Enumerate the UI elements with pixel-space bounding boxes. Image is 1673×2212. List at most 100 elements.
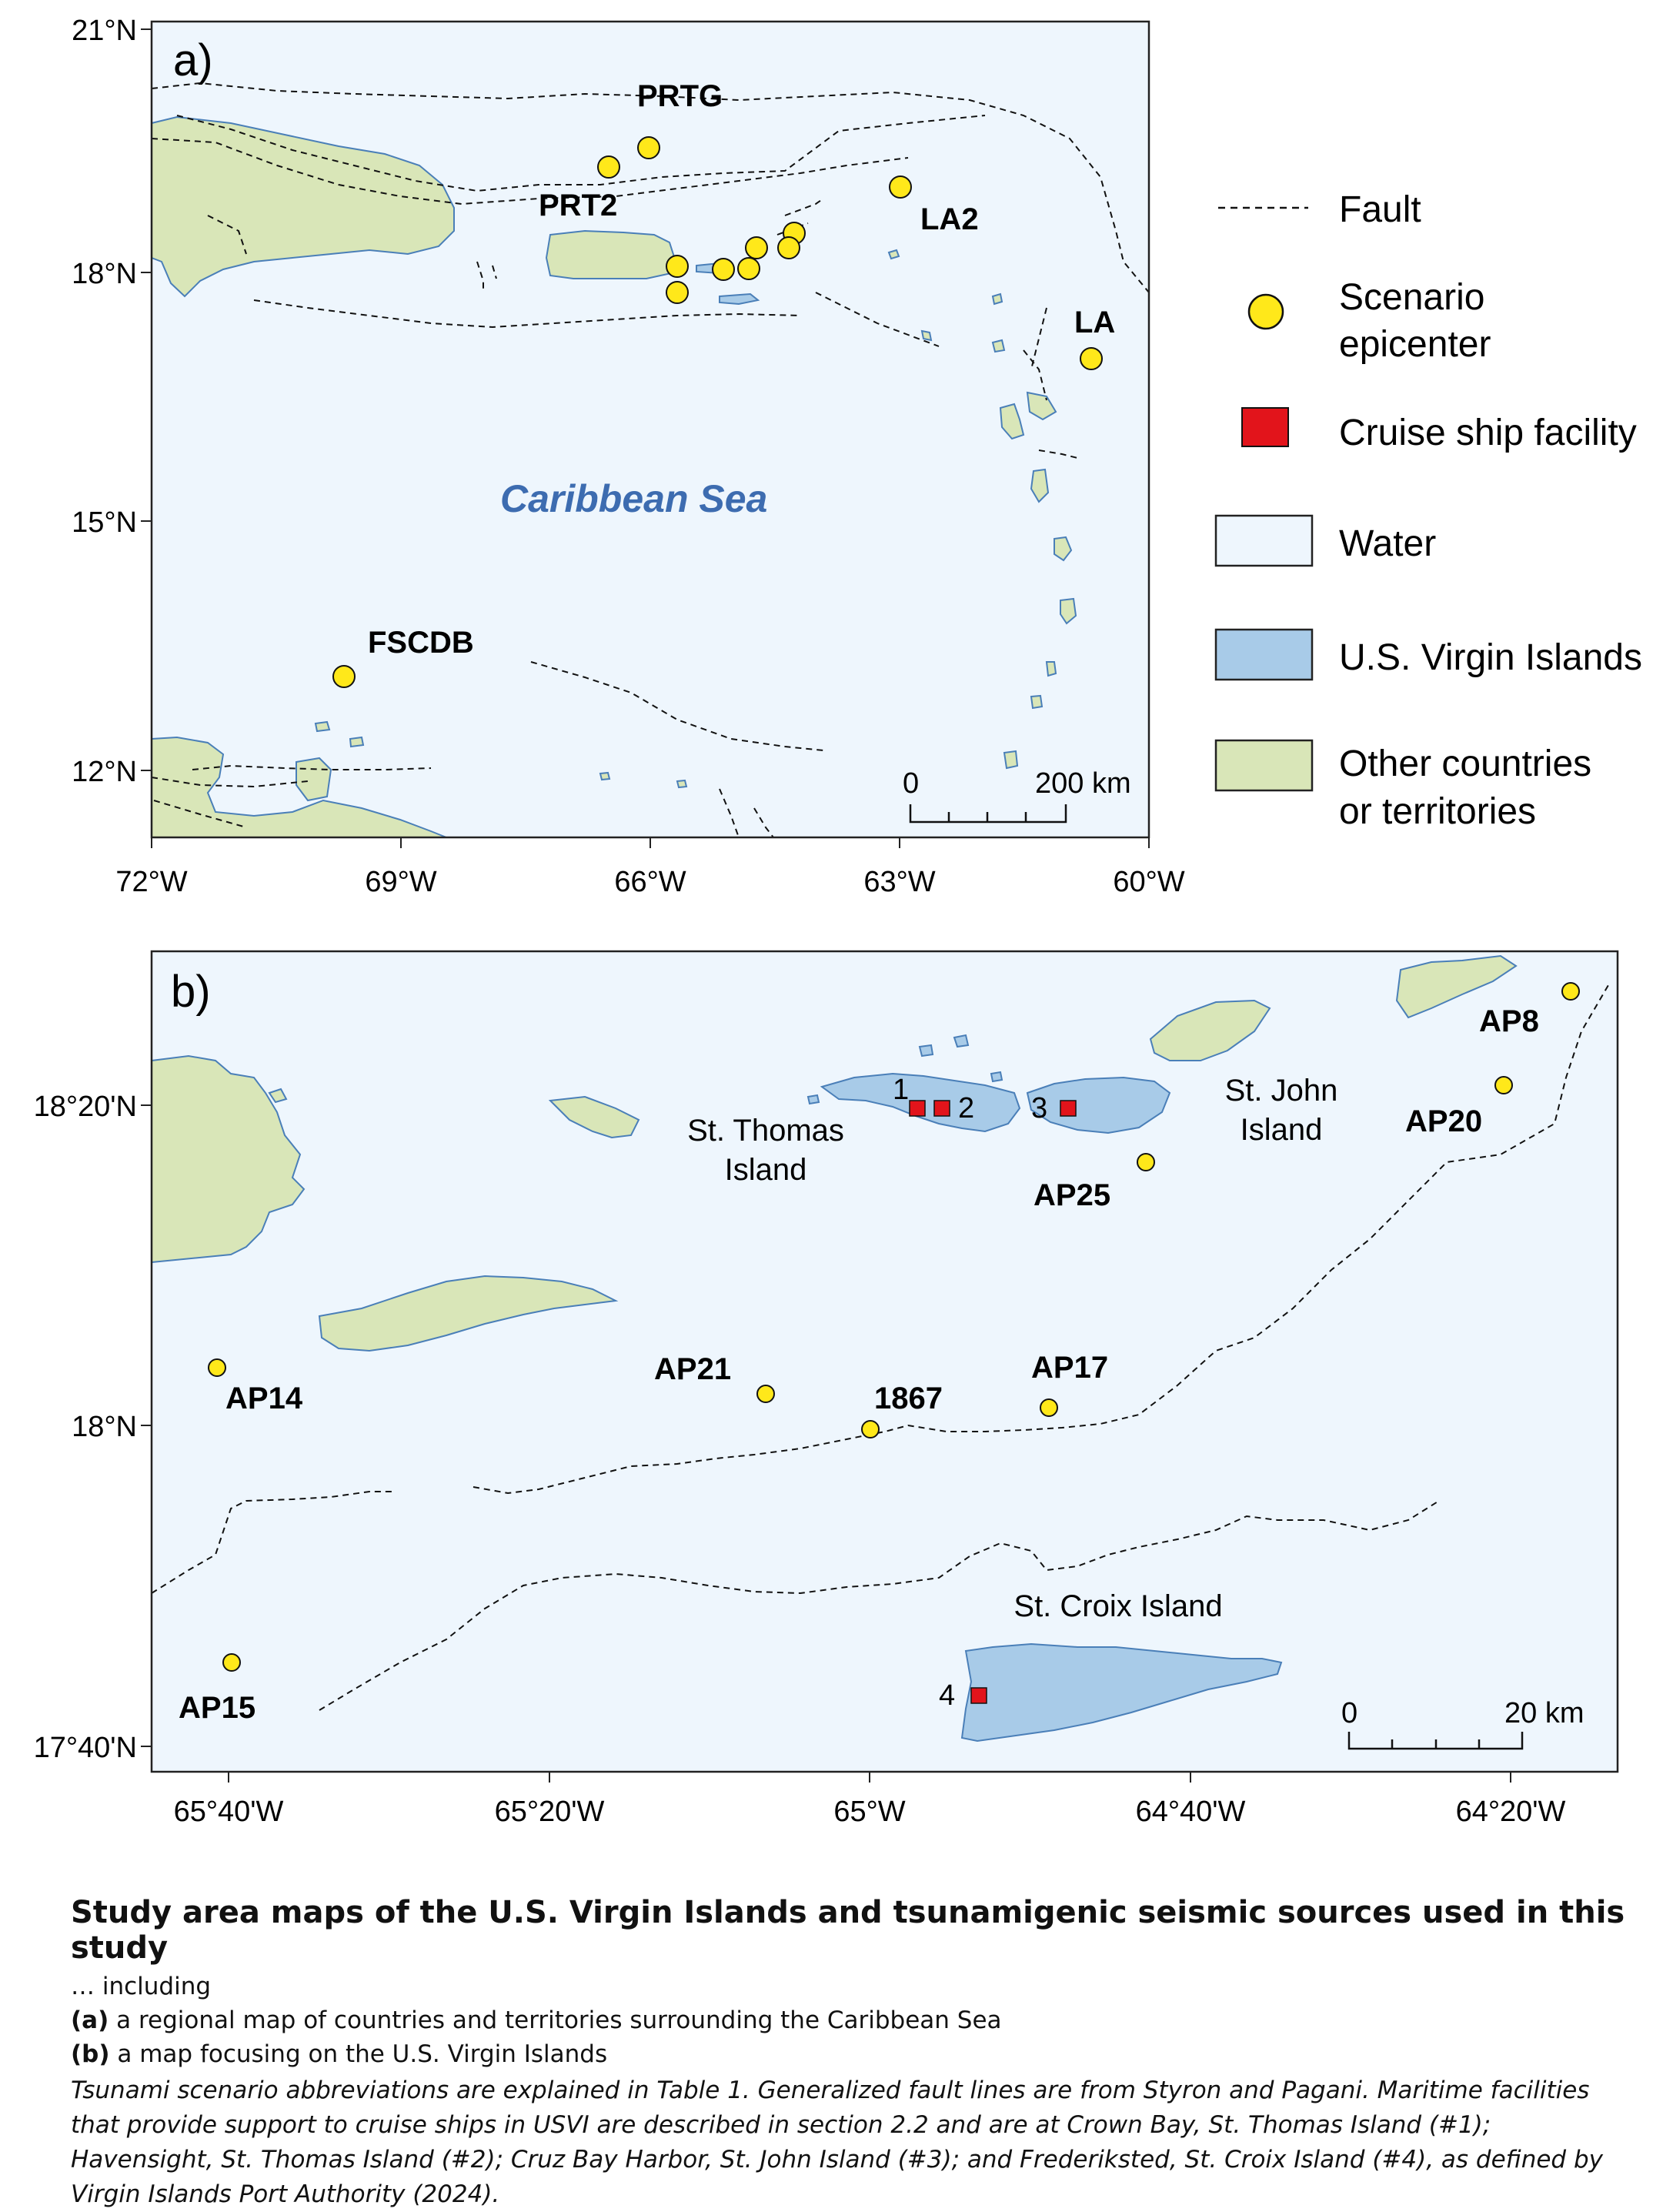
map-a-scale-bar: 0 200 km — [903, 767, 1131, 824]
epicenter-pr-7 — [666, 281, 689, 304]
epicenter-pr-4 — [737, 257, 760, 280]
legend-fault-label: Fault — [1339, 189, 1421, 230]
legend-other-label-1: Other countries — [1339, 743, 1591, 784]
map-a-lon-72: 72°W — [115, 866, 187, 898]
facility-3-label: 3 — [1031, 1092, 1047, 1124]
map-a-epicenters — [332, 136, 1103, 688]
map-b-lon-6440: 64°40'W — [1136, 1796, 1246, 1828]
map-a-lon-60: 60°W — [1113, 866, 1184, 898]
legend: Fault Scenario epicenter Cruise ship fac… — [1214, 189, 1642, 832]
map-a-faults — [151, 82, 1150, 838]
legend-epicenter-swatch — [1247, 293, 1284, 330]
map-a: PRTG PRT2 LA2 LA FSCDB Caribbean Sea a) … — [72, 15, 1185, 898]
caption-item-b-text: a map focusing on the U.S. Virgin Island… — [109, 2040, 608, 2068]
label-ap15: AP15 — [179, 1691, 255, 1725]
map-a-south-america — [151, 736, 447, 838]
map-a-lat-12: 12°N — [72, 756, 137, 788]
map-a-small-islands — [314, 720, 688, 789]
map-b-vieques — [318, 1275, 619, 1352]
epicenter-ap21 — [756, 1385, 775, 1403]
map-b-culebra — [548, 1095, 640, 1139]
map-a-epicenter-labels: PRTG PRT2 LA2 LA FSCDB — [368, 79, 1115, 660]
label-ap17: AP17 — [1031, 1351, 1108, 1385]
label-1867: 1867 — [874, 1382, 943, 1415]
figure: PRTG PRT2 LA2 LA FSCDB Caribbean Sea a) … — [34, 15, 1642, 1828]
legend-usvi-label: U.S. Virgin Islands — [1339, 637, 1642, 678]
legend-usvi-swatch — [1214, 628, 1314, 681]
caption-item-a-label: (a) — [71, 2007, 109, 2034]
epicenter-1867 — [861, 1420, 880, 1438]
caption-item-b: (b) a map focusing on the U.S. Virgin Is… — [71, 2040, 1641, 2069]
label-prtg: PRTG — [637, 79, 723, 113]
epicenter-pr-3 — [745, 236, 768, 259]
legend-epicenter-label-1: Scenario — [1339, 277, 1484, 318]
label-st-croix: St. Croix Island — [1013, 1589, 1222, 1623]
facility-1 — [909, 1100, 926, 1117]
map-b-facilities — [909, 1100, 1077, 1704]
caption-item-b-label: (b) — [71, 2040, 110, 2068]
map-a-lon-labels: 72°W 69°W 66°W 63°W 60°W — [115, 866, 1184, 898]
label-la: LA — [1074, 306, 1115, 339]
map-b-lon-labels: 65°40'W 65°20'W 65°W 64°40'W 64°20'W — [174, 1796, 1566, 1828]
map-b-st-john — [1026, 1076, 1171, 1134]
epicenter-prt2 — [597, 155, 620, 179]
facility-2 — [933, 1100, 950, 1117]
map-b-lon-6420: 64°20'W — [1456, 1796, 1566, 1828]
map-a-st-croix — [719, 292, 760, 306]
epicenter-pr-2 — [777, 236, 800, 259]
map-a-puerto-rico — [545, 229, 677, 279]
sea-label: Caribbean Sea — [500, 477, 767, 520]
label-ap20: AP20 — [1405, 1104, 1482, 1138]
legend-epicenter-label-2: epicenter — [1339, 324, 1491, 365]
label-ap14: AP14 — [225, 1382, 303, 1415]
map-b-ticks — [141, 1104, 1511, 1783]
map-b-faults — [151, 984, 1609, 1711]
facility-4 — [970, 1687, 987, 1704]
caption-item-a: (a) a regional map of countries and terr… — [71, 2006, 1641, 2035]
legend-other-label-2: or territories — [1339, 791, 1536, 832]
legend-cruise-label: Cruise ship facility — [1339, 413, 1637, 453]
epicenter-pr-5 — [712, 258, 735, 281]
map-a-ticks — [141, 28, 1150, 848]
caption-note: Tsunami scenario abbreviations are expla… — [71, 2077, 1603, 2208]
label-fscdb: FSCDB — [368, 626, 474, 660]
map-b-puerto-rico — [151, 1054, 306, 1264]
map-a-lon-69: 69°W — [365, 866, 436, 898]
legend-water-label: Water — [1339, 523, 1436, 564]
epicenter-ap15 — [222, 1653, 241, 1672]
map-b-lon-6540: 65°40'W — [174, 1796, 284, 1828]
map-b-tortola — [1149, 999, 1271, 1061]
map-a-lesser-antilles — [887, 249, 1077, 770]
label-ap25: AP25 — [1034, 1178, 1110, 1212]
map-a-lat-18: 18°N — [72, 258, 137, 290]
legend-cruise-swatch — [1241, 407, 1289, 447]
map-b-lon-6520: 65°20'W — [495, 1796, 605, 1828]
epicenter-prtg — [637, 136, 660, 159]
map-b-frame — [150, 950, 1619, 1773]
map-b-lat-18: 18°N — [72, 1411, 137, 1443]
epicenter-ap20 — [1494, 1076, 1513, 1094]
facility-1-label: 1 — [893, 1074, 909, 1106]
map-b-epicenter-labels: AP8 AP20 AP25 AP21 1867 AP17 AP14 AP15 — [179, 1004, 1539, 1725]
caption-item-a-text: a regional map of countries and territor… — [109, 2007, 1002, 2034]
map-a-panel-label: a) — [173, 35, 213, 85]
map-b-lat-1740: 17°40'N — [34, 1732, 137, 1764]
label-prt2: PRT2 — [539, 189, 617, 222]
epicenter-la2 — [889, 175, 912, 199]
map-b-facility-labels: 1 2 3 4 — [893, 1074, 1047, 1712]
map-b-st-croix — [960, 1642, 1283, 1743]
map-b-virgin-gorda — [1395, 954, 1518, 1019]
epicenter-pr-6 — [666, 255, 689, 278]
epicenter-ap14 — [208, 1358, 226, 1377]
caption-title: Study area maps of the U.S. Virgin Islan… — [71, 1895, 1625, 1966]
label-st-john-1: St. John — [1225, 1074, 1338, 1108]
map-b-scale-start: 0 — [1341, 1697, 1357, 1729]
label-ap21: AP21 — [654, 1352, 731, 1386]
map-a-lon-66: 66°W — [614, 866, 686, 898]
epicenter-ap25 — [1137, 1153, 1155, 1171]
label-la2: LA2 — [920, 202, 979, 236]
map-b-usvi-islets — [806, 1034, 1003, 1105]
epicenter-ap8 — [1561, 982, 1580, 1001]
legend-water-swatch — [1214, 514, 1314, 567]
label-st-thomas-2: Island — [725, 1153, 807, 1187]
